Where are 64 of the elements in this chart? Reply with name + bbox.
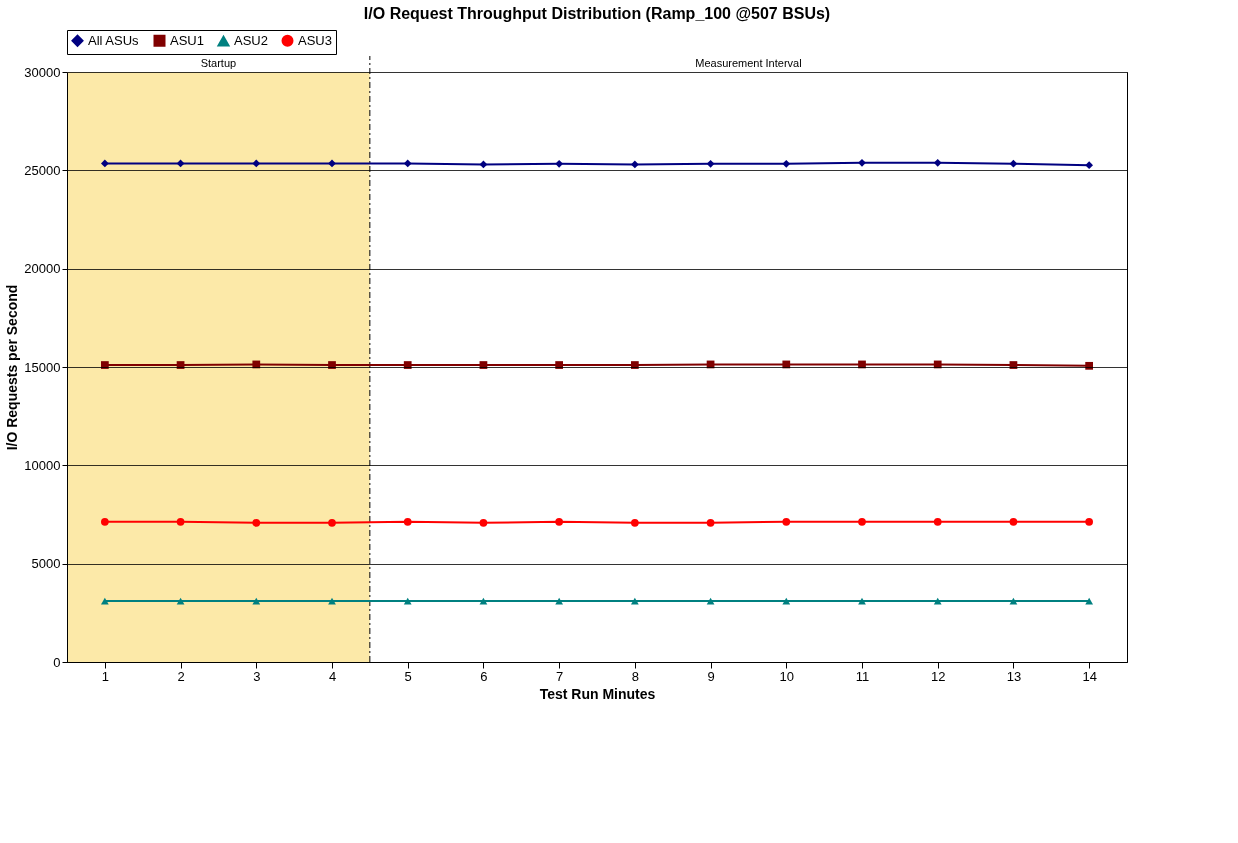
x-tick-label: 14 (1082, 668, 1097, 684)
x-tick-label: 7 (556, 668, 564, 684)
band-label: Measurement Interval (695, 57, 802, 69)
point (555, 517, 564, 526)
point (1085, 161, 1094, 170)
point (176, 517, 185, 526)
y-tick-label: 20000 (24, 261, 61, 277)
point (858, 158, 866, 167)
x-tick-label: 12 (930, 668, 946, 684)
point (479, 518, 488, 527)
band-label: Startup (200, 57, 237, 69)
point (630, 160, 639, 169)
point (555, 361, 564, 369)
chart-title: I/O Request Throughput Distribution (Ramp_100 @507 BSUs) (363, 4, 831, 22)
x-tick-label: 10 (779, 668, 795, 684)
legend-label: ASU3 (298, 32, 332, 48)
y-tick-label: 15000 (24, 359, 61, 375)
y-tick-label: 10000 (24, 457, 61, 473)
legend-label: ASU1 (170, 32, 204, 48)
point (706, 159, 715, 168)
y-tick-label: 25000 (24, 162, 61, 178)
point (782, 517, 791, 526)
point (252, 518, 261, 527)
point (328, 361, 336, 369)
point (782, 159, 791, 168)
point (933, 158, 942, 167)
x-tick-label: 4 (328, 668, 337, 684)
point (858, 517, 866, 526)
point (328, 518, 336, 527)
x-tick-label: 9 (707, 668, 715, 684)
point (630, 518, 639, 527)
x-tick-label: 8 (631, 668, 639, 684)
point (933, 517, 942, 526)
point (252, 159, 261, 168)
point (403, 517, 412, 526)
x-tick-label: 5 (404, 668, 412, 684)
y-axis-title: I/O Requests per Second (4, 284, 21, 451)
point (176, 159, 185, 168)
point (328, 159, 336, 168)
y-tick-label: 5000 (31, 556, 61, 572)
y-tick-label: 30000 (24, 64, 61, 80)
legend-label: All ASUs (88, 32, 140, 48)
x-tick-label: 6 (480, 668, 488, 684)
point (100, 159, 109, 168)
point (555, 159, 564, 168)
legend-label: ASU2 (234, 33, 268, 49)
point (1085, 517, 1094, 526)
point (403, 159, 412, 168)
point (1009, 517, 1018, 526)
point (1009, 159, 1018, 168)
point (1085, 361, 1094, 370)
point (100, 517, 109, 526)
point (479, 160, 488, 169)
point (403, 361, 412, 369)
x-tick-label: 11 (855, 668, 870, 684)
point (706, 518, 715, 527)
point (100, 361, 109, 369)
point (630, 361, 639, 369)
x-tick-label: 3 (253, 668, 261, 684)
x-axis-title: Test Run Minutes (539, 685, 656, 702)
x-tick-label: 13 (1006, 668, 1022, 684)
x-tick-label: 1 (101, 668, 109, 684)
x-tick-label: 2 (177, 668, 185, 684)
y-tick-label: 0 (53, 654, 61, 670)
